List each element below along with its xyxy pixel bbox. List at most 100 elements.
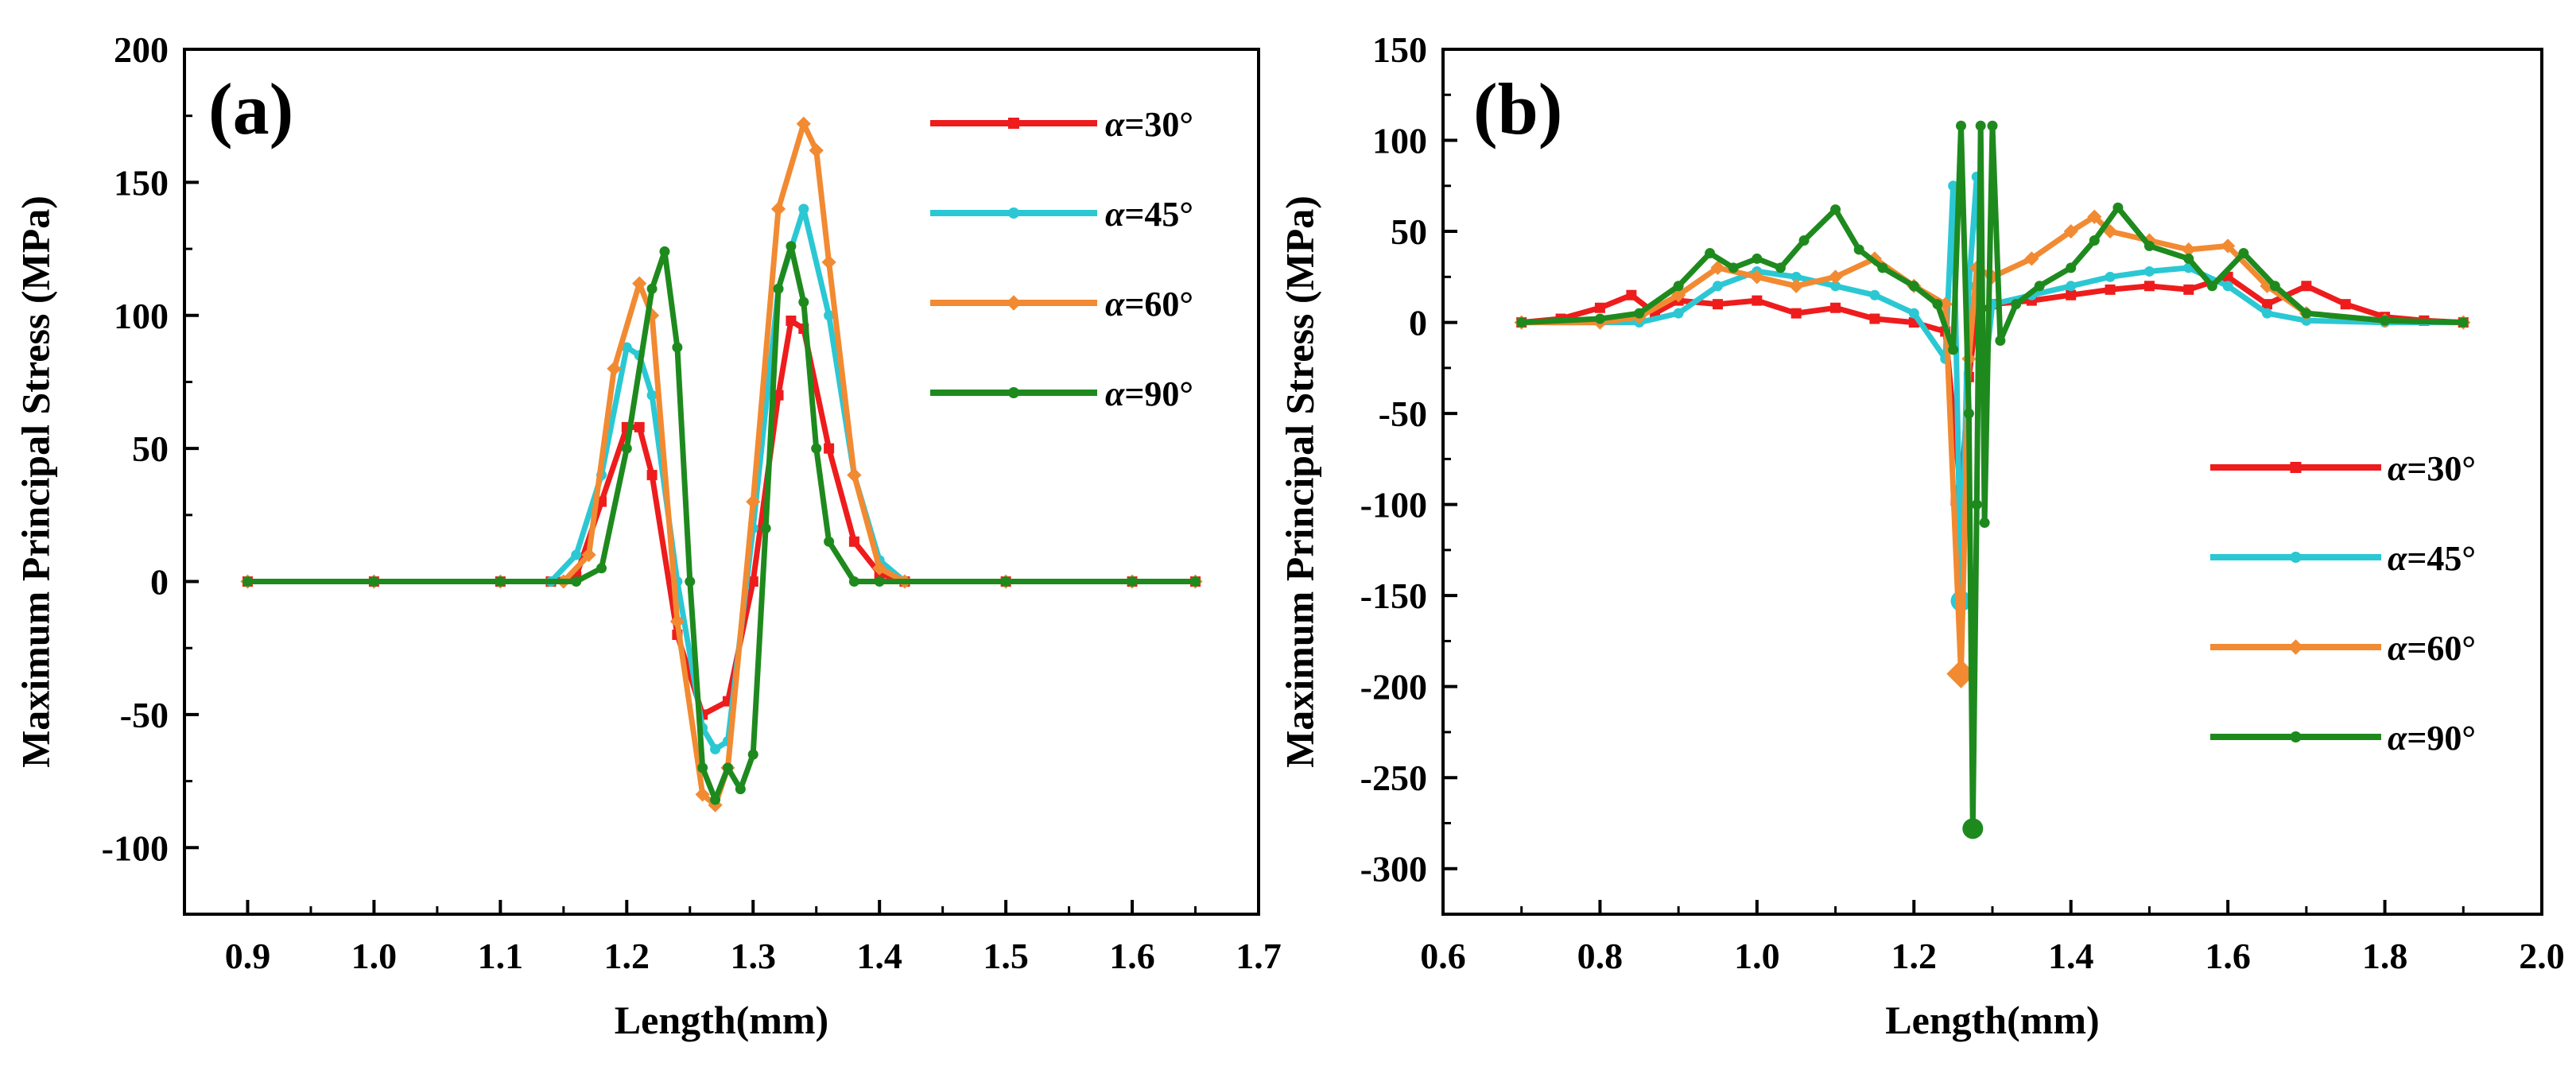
- panel-a-legend-entry: α=90°: [930, 374, 1193, 413]
- panel-a-data-point: [708, 797, 723, 812]
- panel-b-legend-marker: [2290, 731, 2302, 742]
- panel-b-data-point: [1869, 313, 1880, 324]
- panel-a-legend-marker: [1006, 295, 1022, 311]
- panel-a-y-tick-label: -50: [120, 695, 169, 735]
- panel-a-data-point: [1127, 576, 1138, 587]
- panel-b-y-tick-label: -150: [1360, 576, 1427, 616]
- panel-a-data-point: [824, 536, 835, 547]
- panel-b-label: (b): [1473, 68, 1562, 149]
- panel-a-data-point: [722, 762, 733, 773]
- panel-b-min-point: [1962, 818, 1984, 839]
- panel-b-data-point: [2112, 202, 2124, 213]
- panel-b-data-point: [1877, 262, 1888, 273]
- panel-a-data-point: [242, 576, 253, 587]
- panel-a-legend-entry: α=30°: [930, 105, 1193, 144]
- panel-b-data-point: [1987, 120, 1998, 131]
- panel-a-y-tick-label: 200: [114, 29, 169, 70]
- panel-b-data-point: [2181, 242, 2196, 258]
- panel-b-data-point: [1626, 289, 1637, 300]
- panel-a-data-point: [773, 390, 784, 401]
- panel-b-data-point: [2183, 253, 2194, 264]
- panel-a-legend-label: α=90°: [1105, 374, 1193, 413]
- panel-b-x-tick-label: 1.6: [2205, 936, 2251, 976]
- panel-a-data-point: [747, 576, 758, 587]
- panel-a-legend-label: α=60°: [1105, 285, 1193, 324]
- panel-a-data-point: [798, 204, 809, 215]
- panel-a-data-point: [672, 342, 683, 353]
- panel-b-data-point: [1594, 302, 1605, 313]
- panel-a-data-point: [581, 547, 596, 563]
- panel-a-data-point: [786, 241, 797, 252]
- panel-a-data-point: [821, 254, 836, 269]
- panel-a-x-tick-label: 1.0: [351, 936, 398, 976]
- panel-b-data-point: [1979, 518, 1990, 529]
- panel-a-data-point: [824, 310, 835, 321]
- panel-b-data-point: [2087, 209, 2102, 224]
- panel-a-data-point: [621, 443, 632, 454]
- panel-a-data-point: [796, 116, 811, 131]
- panel-b-y-tick-label: -50: [1379, 393, 1427, 434]
- panel-a-data-point: [495, 576, 506, 587]
- panel-a-legend-label: α=30°: [1105, 105, 1193, 144]
- panel-a-data-point: [710, 743, 721, 754]
- panel-a-data-point: [710, 794, 721, 805]
- panel-b-data-point: [1752, 253, 1763, 264]
- panel-b-series-line: [1521, 122, 2464, 832]
- panel-b-y-tick-label: -300: [1360, 849, 1427, 890]
- panel-b-data-point: [1938, 297, 1953, 312]
- panel-b-data-point: [1830, 204, 1841, 215]
- panel-a-data-point: [646, 283, 658, 294]
- panel-a-x-tick-label: 0.9: [225, 936, 271, 976]
- panel-a-legend-marker: [1008, 387, 1019, 398]
- panel-b-x-tick-label: 1.8: [2362, 936, 2408, 976]
- panel-b-data-point: [2380, 315, 2391, 326]
- panel-b-legend-label: α=45°: [2388, 539, 2476, 578]
- panel-a-data-point: [872, 560, 887, 576]
- panel-a-data-point: [607, 361, 622, 376]
- panel-a-legend-entry: α=60°: [930, 285, 1193, 324]
- panel-b-data-point: [1975, 120, 1986, 131]
- panel-b-data-point: [2066, 289, 2077, 300]
- panel-b-data-point: [1705, 248, 1716, 259]
- panel-a-y-tick-label: 50: [132, 428, 169, 469]
- panel-a-data-point: [634, 421, 645, 432]
- panel-a-y-tick-label: 150: [114, 162, 169, 203]
- panel-b-data-point: [2034, 281, 2045, 292]
- panel-b-data-point: [1908, 308, 1919, 319]
- panel-a-data-point: [621, 342, 632, 353]
- panel-b-data-point: [2105, 284, 2116, 295]
- panel-b-data-point: [2105, 271, 2116, 282]
- panel-b-legend-marker: [2290, 462, 2302, 473]
- panel-a-x-tick-label: 1.3: [730, 936, 776, 976]
- panel-a-legend-entry: α=45°: [930, 195, 1193, 234]
- panel-b-data-point: [2066, 262, 2077, 273]
- panel-b-series-90: [1516, 120, 2469, 839]
- panel-b-x-tick-label: 2.0: [2519, 936, 2565, 976]
- panel-a-data-point: [760, 523, 771, 534]
- panel-b-data-point: [2011, 299, 2022, 310]
- panel-a-y-tick-label: 0: [150, 562, 169, 603]
- panel-a-legend-marker: [1008, 207, 1019, 219]
- panel-b-data-point: [1830, 281, 1841, 292]
- panel-b-legend-marker: [2287, 639, 2304, 655]
- panel-b-data-point: [2143, 240, 2155, 251]
- panel-b-data-point: [1995, 335, 2006, 346]
- panel-b-y-tick-label: -200: [1360, 667, 1427, 708]
- panel-b-legend-label: α=90°: [2388, 719, 2476, 758]
- panel-b-y-tick-label: 0: [1409, 303, 1427, 343]
- panel-a-series-line: [247, 206, 1196, 752]
- panel-a-data-point: [1190, 576, 1201, 587]
- panel-a-y-axis-title: Maximum Principal Stress (MPa): [13, 196, 57, 768]
- panel-a-data-point: [368, 576, 379, 587]
- panel-a-data-point: [770, 201, 786, 216]
- panel-a-legend-marker: [1008, 118, 1019, 129]
- panel-b-data-point: [1713, 299, 1723, 310]
- panel-b-data-point: [1673, 281, 1684, 292]
- panel-a-series-line: [247, 318, 1196, 718]
- panel-a-series-line: [247, 243, 1196, 803]
- panel-a-legend-label: α=45°: [1105, 195, 1193, 234]
- panel-a-data-point: [571, 576, 582, 587]
- panel-b-data-point: [2222, 281, 2233, 292]
- panel-a-data-point: [659, 246, 670, 257]
